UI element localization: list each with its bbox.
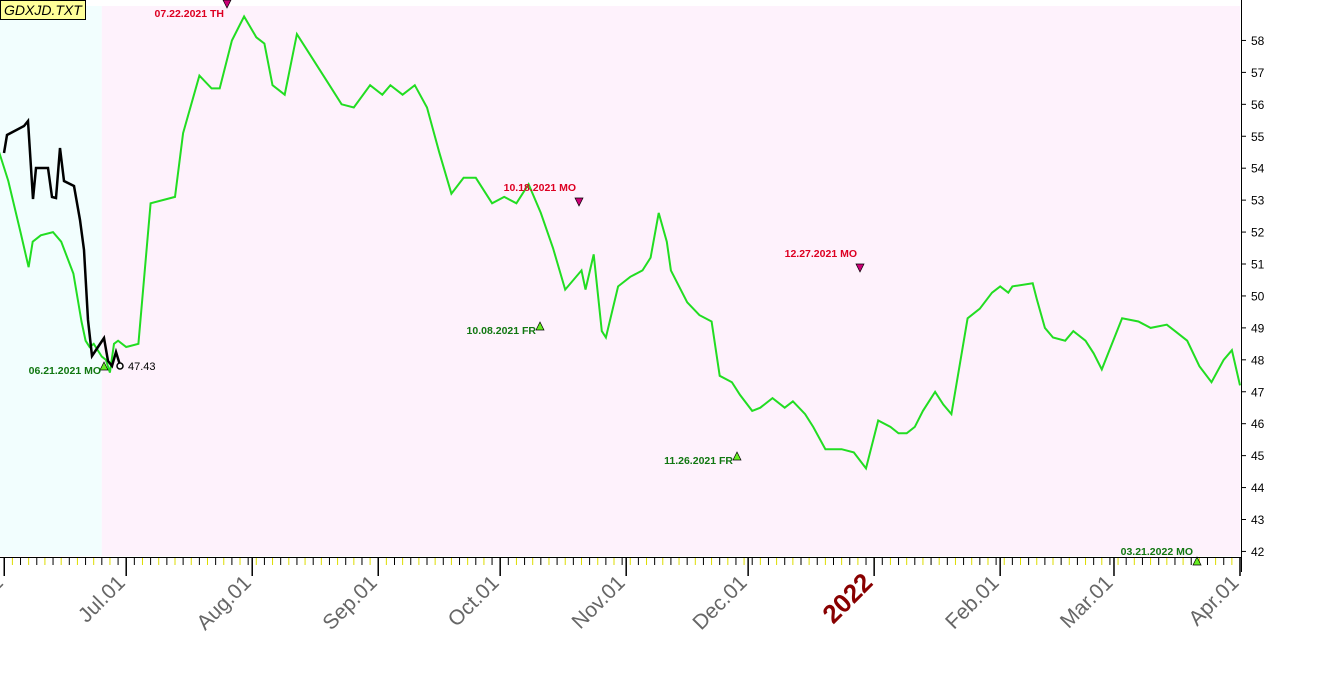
trough-marker: 10.08.2021 FR	[467, 321, 545, 337]
overlay-end-marker	[116, 362, 124, 370]
peak-arrow-icon	[222, 0, 232, 9]
x-tick-label: Dec.01	[688, 571, 751, 634]
x-tick-label: Aug.01	[192, 571, 255, 634]
trough-arrow-icon	[1192, 556, 1202, 566]
y-tick-label: 56	[1251, 98, 1265, 112]
peak-label: 12.27.2021 MO	[785, 248, 857, 260]
trough-marker: 11.26.2021 FR	[664, 451, 742, 467]
y-tick-label: 54	[1251, 162, 1265, 176]
y-tick-label: 42	[1251, 545, 1265, 559]
y-tick-label: 57	[1251, 66, 1265, 80]
peak-label: 07.22.2021 TH	[155, 8, 224, 20]
file-label: GDXJD.TXT	[0, 0, 86, 20]
x-tick-label: Mar.01	[1056, 571, 1118, 633]
peak-label: 10.18.2021 MO	[504, 182, 576, 194]
trough-arrow-icon	[732, 451, 742, 461]
trough-label: 10.08.2021 FR	[467, 325, 537, 337]
y-tick-label: 43	[1251, 513, 1265, 527]
trough-label: 06.21.2021 MO	[29, 365, 101, 377]
peak-arrow-icon	[574, 197, 584, 207]
x-tick-label: Sep.01	[318, 571, 381, 634]
year-label: 2022	[816, 567, 878, 629]
trough-marker: 06.21.2021 MO	[29, 361, 109, 377]
trough-label: 03.21.2022 MO	[1121, 546, 1193, 558]
history-overlay-line	[2, 117, 122, 369]
y-tick-label: 47	[1251, 385, 1265, 399]
x-tick-label: Apr.01	[1184, 571, 1243, 630]
y-tick-label: 44	[1251, 481, 1265, 495]
peak-arrow-icon	[855, 263, 865, 273]
x-tick-label: Nov.01	[568, 571, 630, 633]
y-tick-label: 51	[1251, 258, 1265, 272]
trough-label: 11.26.2021 FR	[664, 455, 733, 467]
trough-arrow-icon	[535, 321, 545, 331]
y-tick-label: 52	[1251, 226, 1265, 240]
trough-marker: 03.21.2022 MO	[1121, 546, 1202, 566]
peak-marker: 10.18.2021 MO	[504, 182, 584, 207]
trough-arrow-icon	[99, 361, 109, 371]
forecast-band	[101, 6, 1240, 556]
x-tick-label: Oct.01	[444, 571, 504, 631]
y-tick-label: 53	[1251, 194, 1265, 208]
y-tick-label: 55	[1251, 130, 1265, 144]
x-tick-label: Jun.01	[0, 571, 8, 632]
y-tick-label: 58	[1251, 34, 1265, 48]
y-tick-label: 48	[1251, 353, 1265, 367]
peak-marker: 12.27.2021 MO	[785, 248, 865, 273]
peak-marker: 07.22.2021 TH	[155, 0, 232, 20]
x-tick-label: Feb.01	[941, 571, 1004, 634]
overlay-end-value: 47.43	[128, 361, 156, 373]
y-tick-label: 49	[1251, 321, 1265, 335]
main-series-line	[0, 14, 1241, 471]
y-tick-label: 45	[1251, 449, 1265, 463]
x-tick-label: Jul.01	[74, 571, 130, 627]
y-tick-label: 50	[1251, 289, 1265, 303]
y-tick-label: 46	[1251, 417, 1265, 431]
